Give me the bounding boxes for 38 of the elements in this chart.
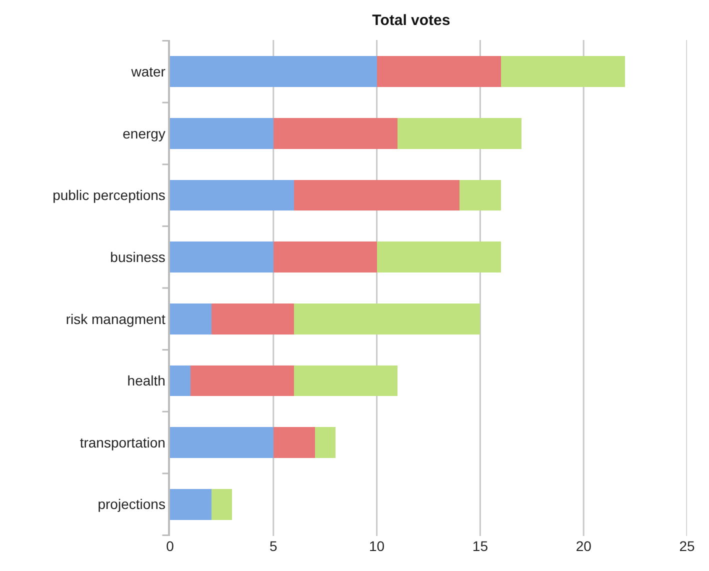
x-tick-label: 15: [472, 538, 488, 554]
bar: [211, 488, 232, 520]
bar: [314, 427, 336, 458]
x-tick-label: 10: [369, 538, 385, 554]
bar: [170, 118, 274, 149]
bar: [170, 180, 294, 211]
bar: [170, 303, 212, 334]
chart-title: Total votes: [372, 12, 450, 29]
bar: [273, 427, 315, 458]
bar: [294, 180, 460, 211]
bar: [376, 242, 501, 273]
bar: [170, 242, 274, 273]
bar: [397, 118, 522, 149]
x-tick-label: 20: [576, 538, 592, 554]
bar: [376, 56, 501, 88]
y-tick-label: transportation: [80, 434, 166, 450]
bar: [460, 180, 501, 211]
y-tick-label: business: [110, 248, 166, 265]
bar: [294, 365, 398, 396]
bar: [273, 118, 398, 149]
y-tick-label: health: [127, 372, 166, 389]
x-tick-label: 25: [679, 538, 695, 554]
y-tick-label: energy: [122, 125, 166, 142]
bar: [170, 427, 274, 458]
y-tick-label: projections: [98, 496, 166, 512]
bar: [294, 303, 480, 334]
y-tick-label: risk managment: [66, 310, 166, 327]
x-tick-label: 5: [270, 538, 278, 554]
bar: [500, 56, 625, 88]
bar: [211, 303, 294, 334]
y-tick-label: water: [130, 64, 166, 80]
bar: [273, 242, 377, 273]
x-tick-label: 0: [166, 538, 174, 554]
bar: [170, 365, 191, 396]
bar: [170, 56, 377, 88]
bar: [170, 488, 212, 520]
y-tick-label: public perceptions: [52, 187, 166, 204]
bar: [190, 365, 294, 396]
